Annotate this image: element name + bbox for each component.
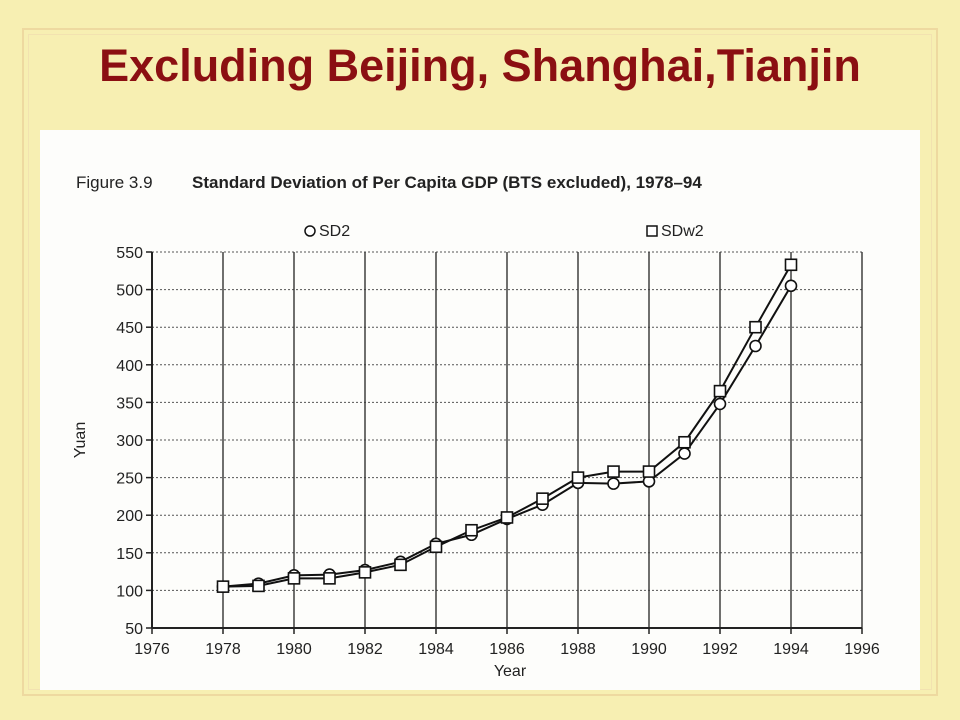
slide-title: Excluding Beijing, Shanghai,Tianjin [99, 40, 861, 91]
point-sdw2 [678, 435, 691, 449]
point-sdw2 [394, 558, 407, 572]
x-tick-label: 1990 [631, 641, 667, 658]
y-tick-label: 400 [116, 358, 143, 375]
legend-marker-sd2 [304, 225, 316, 237]
point-sd2 [678, 447, 691, 460]
x-tick-label: 1980 [276, 641, 312, 658]
point-sdw2 [216, 580, 230, 593]
y-tick-label: 300 [116, 433, 143, 450]
figure-label: Figure 3.9 [76, 173, 153, 192]
x-tick-label: 1984 [418, 641, 454, 658]
point-sdw2 [713, 384, 727, 398]
figure-caption: Standard Deviation of Per Capita GDP (BT… [192, 173, 702, 192]
point-sdw2 [323, 572, 336, 585]
y-tick-label: 550 [116, 245, 143, 262]
point-sd2 [713, 397, 727, 411]
y-tick-label: 150 [116, 546, 143, 563]
x-axis-label: Year [494, 663, 527, 680]
line-chart: Figure 3.9 Standard Deviation of Per Cap… [72, 173, 880, 680]
series-sdw2 [216, 258, 798, 593]
slide-frame-outer [22, 28, 938, 696]
point-sdw2 [749, 320, 762, 334]
point-sdw2 [536, 492, 549, 505]
point-sdw2 [465, 523, 478, 537]
point-sdw2 [784, 258, 798, 272]
point-sdw2 [571, 471, 585, 484]
point-sdw2 [429, 540, 443, 554]
x-tick-label: 1996 [844, 641, 880, 658]
y-axis-label: Yuan [72, 422, 89, 458]
y-tick-label: 500 [116, 283, 143, 300]
point-sdw2 [500, 511, 514, 524]
point-sdw2 [607, 465, 620, 478]
legend-label-sd2: SD2 [319, 223, 350, 240]
y-tick-label: 100 [116, 583, 143, 600]
legend-marker-sdw2 [646, 225, 658, 237]
x-tick-label: 1982 [347, 641, 383, 658]
x-tick-label: 1994 [773, 641, 809, 658]
legend-label-sdw2: SDw2 [661, 223, 704, 240]
chart-grid [151, 251, 863, 629]
y-tick-label: 450 [116, 320, 143, 337]
point-sd2 [784, 279, 798, 293]
x-tick-label: 1976 [134, 641, 170, 658]
point-sdw2 [358, 566, 372, 579]
point-sdw2 [642, 465, 656, 478]
point-sd2 [749, 339, 762, 353]
y-tick-label: 350 [116, 395, 143, 412]
point-sdw2 [252, 579, 265, 593]
figure-panel: Figure 3.9 Standard Deviation of Per Cap… [40, 130, 920, 690]
y-tick-label: 50 [125, 621, 143, 638]
y-tick-label: 200 [116, 508, 143, 525]
chart-legend: SD2 SDw2 [304, 223, 704, 240]
chart-series [216, 258, 798, 593]
x-tick-label: 1978 [205, 641, 241, 658]
x-tick-label: 1988 [560, 641, 596, 658]
point-sdw2 [287, 572, 301, 585]
point-sd2 [607, 477, 620, 490]
y-tick-label: 250 [116, 471, 143, 488]
x-tick-label: 1986 [489, 641, 525, 658]
chart-axes: 50 100 150 200 250 300 350 400 450 500 550 1976 1978… [116, 245, 880, 658]
x-tick-label: 1992 [702, 641, 738, 658]
